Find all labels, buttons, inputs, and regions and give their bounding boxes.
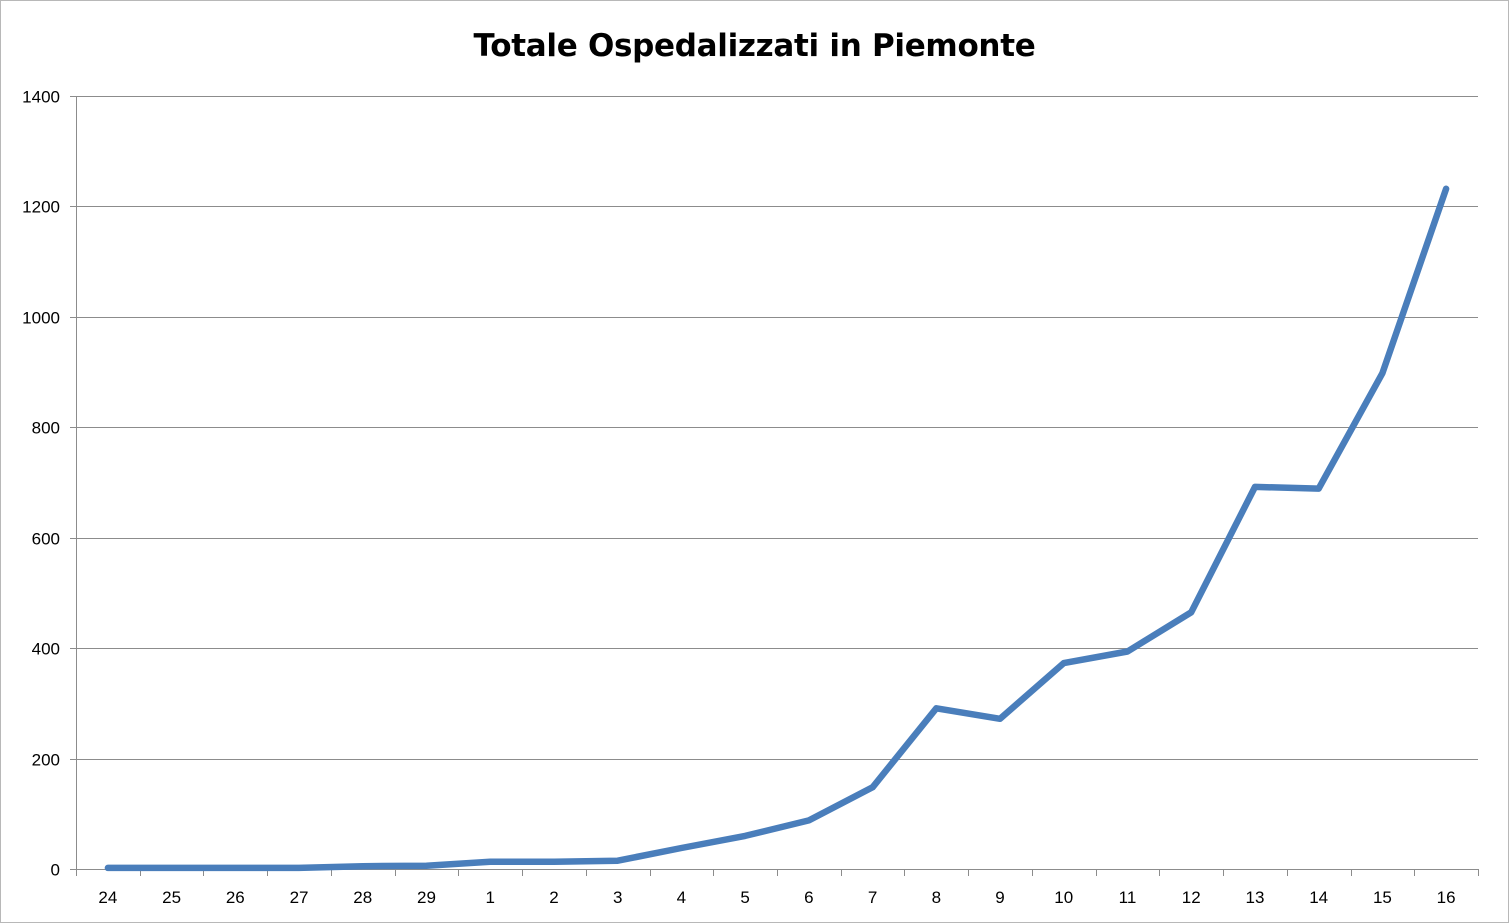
x-tick-label: 27 <box>290 888 309 907</box>
gridlines <box>76 96 1478 760</box>
x-tick-label: 7 <box>868 888 877 907</box>
series <box>104 185 1450 872</box>
x-tick-label: 9 <box>995 888 1004 907</box>
x-tick-label: 12 <box>1182 888 1201 907</box>
y-axis-tick-labels: 0 200 400 600 800 1000 1200 1400 <box>22 88 60 880</box>
x-tick-label: 13 <box>1245 888 1264 907</box>
x-axis-tick-labels: 24 25 26 27 28 29 1 2 3 4 5 6 7 8 9 10 11 12 13 14 15 16 <box>98 888 1455 907</box>
y-tick-label: 1200 <box>22 198 60 217</box>
x-tick-label: 10 <box>1054 888 1073 907</box>
x-tick-label: 8 <box>932 888 941 907</box>
chart-title: Totale Ospedalizzati in Piemonte <box>473 28 1036 64</box>
x-tick-label: 3 <box>613 888 622 907</box>
x-tick-label: 16 <box>1437 888 1456 907</box>
y-tick-label: 400 <box>32 640 60 659</box>
y-tick-label: 0 <box>51 861 60 880</box>
x-tick-label: 28 <box>353 888 372 907</box>
x-tick-label: 14 <box>1309 888 1328 907</box>
x-tick-label: 29 <box>417 888 436 907</box>
x-tick-label: 24 <box>98 888 117 907</box>
x-tick-label: 11 <box>1119 888 1137 907</box>
x-tick-label: 5 <box>740 888 749 907</box>
x-tick-label: 15 <box>1373 888 1392 907</box>
x-tick-label: 1 <box>485 888 494 907</box>
x-tick-label: 4 <box>677 888 686 907</box>
y-tick-label: 1400 <box>22 88 60 107</box>
x-tick-label: 26 <box>226 888 245 907</box>
y-tick-label: 1000 <box>22 309 60 328</box>
y-tick-label: 800 <box>32 419 60 438</box>
x-tick-label: 2 <box>549 888 558 907</box>
x-tick-label: 25 <box>162 888 181 907</box>
x-tick-label: 6 <box>804 888 813 907</box>
y-tick-label: 200 <box>32 751 60 770</box>
y-tick-label: 600 <box>32 530 60 549</box>
series-line <box>104 185 1450 872</box>
